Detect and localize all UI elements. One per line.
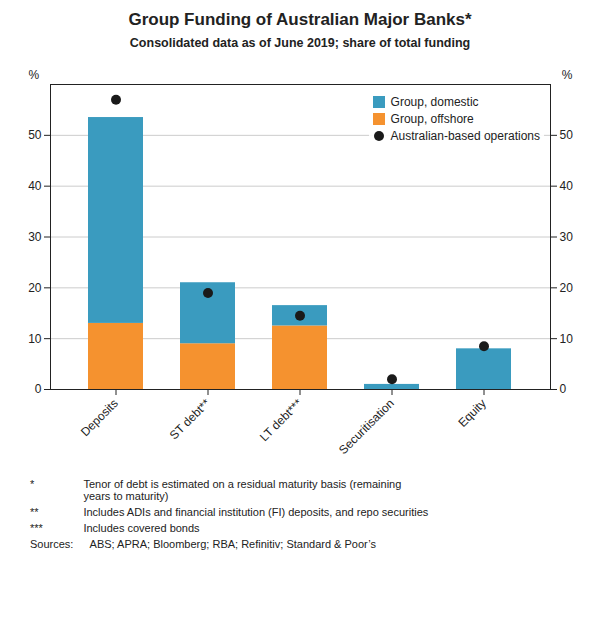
html-text:Includes covered bonds: Includes covered bonds: [83, 522, 200, 534]
svg-text:20: 20: [560, 281, 574, 295]
svg-text:ST debt**: ST debt**: [167, 396, 213, 442]
svg-text:Deposits: Deposits: [78, 396, 121, 439]
html-text:Group, domestic: Group, domestic: [390, 95, 479, 109]
svg-text:Securitisation: Securitisation: [336, 396, 397, 457]
svg-text:30: 30: [560, 230, 574, 244]
html-text:ABS; APRA; Bloomberg; RBA; Ref: ABS; APRA; Bloomberg; RBA; Refinitiv; St…: [83, 538, 376, 550]
svg-text:LT debt***: LT debt***: [257, 396, 305, 444]
svg-text:0: 0: [35, 382, 42, 396]
svg-text:50: 50: [560, 128, 574, 142]
svg-text:20: 20: [28, 281, 42, 295]
svg-text:30: 30: [28, 230, 42, 244]
svg-text:%: %: [562, 68, 573, 82]
svg-text:0: 0: [560, 382, 567, 396]
svg-text:10: 10: [560, 332, 574, 346]
html-text:Group Funding of Australian Ma: Group Funding of Australian Major Banks*: [128, 10, 472, 29]
svg-text:%: %: [29, 68, 40, 82]
html-text:Sources:: Sources:: [30, 538, 74, 550]
svg-text:40: 40: [28, 179, 42, 193]
html-text:Tenor of debt is estimated on: Tenor of debt is estimated on a residual…: [83, 478, 402, 502]
svg-text:50: 50: [28, 128, 42, 142]
svg-text:Equity: Equity: [455, 396, 488, 429]
svg-text:40: 40: [560, 179, 574, 193]
html-text:Consolidated data as of June 2: Consolidated data as of June 2019; share…: [129, 36, 471, 50]
html-text:Includes ADIs and financial in: Includes ADIs and financial institution …: [83, 506, 429, 518]
html-text:Australian-based operations: Australian-based operations: [390, 129, 540, 143]
html-text:Group, offshore: Group, offshore: [390, 112, 474, 126]
svg-text:10: 10: [28, 332, 42, 346]
